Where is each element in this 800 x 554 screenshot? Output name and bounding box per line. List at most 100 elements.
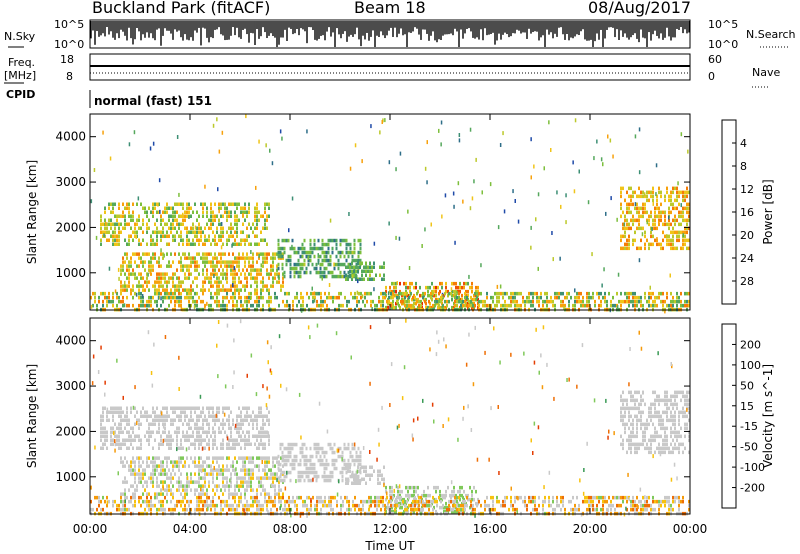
data-cell bbox=[222, 464, 224, 468]
data-cell bbox=[684, 230, 686, 235]
data-cell bbox=[250, 484, 252, 488]
data-cell bbox=[357, 465, 359, 469]
data-cell bbox=[359, 478, 362, 483]
data-cell bbox=[389, 489, 391, 494]
data-cell bbox=[624, 242, 626, 247]
data-cell bbox=[182, 252, 184, 256]
data-cell bbox=[150, 256, 152, 260]
data-cell bbox=[228, 438, 230, 442]
data-cell bbox=[413, 501, 415, 506]
data-cell bbox=[184, 406, 186, 410]
data-cell bbox=[536, 299, 538, 304]
data-cell bbox=[453, 485, 455, 490]
data-cell bbox=[341, 454, 344, 459]
data-cell bbox=[176, 230, 178, 234]
data-cell bbox=[110, 222, 112, 226]
data-cell bbox=[274, 272, 276, 276]
data-cell bbox=[662, 230, 664, 235]
data-cell bbox=[256, 295, 258, 300]
scatter-cell bbox=[232, 283, 234, 288]
data-cell bbox=[214, 422, 216, 426]
data-cell bbox=[353, 446, 356, 451]
data-cell bbox=[178, 488, 180, 492]
data-cell bbox=[120, 264, 122, 268]
data-cell bbox=[192, 238, 194, 242]
data-cell bbox=[244, 446, 246, 450]
data-cell bbox=[166, 418, 168, 422]
data-cell bbox=[132, 295, 134, 300]
data-cell bbox=[204, 260, 206, 264]
data-cell bbox=[134, 291, 136, 296]
data-cell bbox=[488, 507, 490, 512]
data-cell bbox=[446, 303, 448, 308]
data-cell bbox=[124, 438, 126, 442]
data-cell bbox=[344, 495, 346, 500]
data-cell bbox=[252, 468, 254, 472]
data-cell bbox=[654, 218, 656, 223]
data-cell bbox=[188, 484, 190, 488]
data-cell bbox=[510, 291, 512, 296]
data-cell bbox=[417, 305, 419, 310]
data-cell bbox=[339, 254, 342, 259]
data-cell bbox=[140, 446, 142, 450]
data-cell bbox=[686, 202, 688, 207]
data-cell bbox=[462, 507, 464, 512]
data-cell bbox=[256, 456, 258, 460]
data-cell bbox=[656, 214, 658, 219]
data-cell bbox=[484, 503, 486, 508]
data-cell bbox=[644, 210, 646, 215]
data-cell bbox=[220, 456, 222, 460]
data-cell bbox=[456, 295, 458, 300]
data-cell bbox=[306, 503, 308, 508]
data-cell bbox=[358, 503, 360, 508]
data-cell bbox=[178, 234, 180, 238]
data-cell bbox=[492, 499, 494, 504]
data-cell bbox=[284, 291, 286, 296]
data-cell bbox=[206, 442, 208, 446]
data-cell bbox=[564, 295, 566, 300]
data-cell bbox=[448, 507, 450, 512]
data-cell bbox=[404, 507, 406, 512]
data-cell bbox=[238, 426, 240, 430]
data-cell bbox=[405, 289, 407, 294]
data-cell bbox=[194, 406, 196, 410]
data-cell bbox=[230, 264, 232, 268]
data-cell bbox=[678, 238, 680, 243]
data-cell bbox=[293, 270, 296, 275]
data-cell bbox=[186, 484, 188, 488]
data-cell bbox=[423, 293, 425, 298]
data-cell bbox=[319, 458, 322, 463]
data-cell bbox=[172, 222, 174, 226]
data-cell bbox=[260, 442, 262, 446]
data-cell bbox=[170, 499, 172, 504]
scatter-cell bbox=[204, 184, 206, 189]
data-cell bbox=[248, 434, 250, 438]
data-cell bbox=[200, 238, 202, 242]
data-cell bbox=[248, 468, 250, 472]
data-cell bbox=[232, 252, 234, 256]
data-cell bbox=[148, 268, 150, 272]
data-cell bbox=[630, 210, 632, 215]
data-cell bbox=[186, 234, 188, 238]
data-cell bbox=[644, 234, 646, 239]
data-cell bbox=[660, 210, 662, 215]
data-cell bbox=[341, 262, 344, 267]
data-cell bbox=[264, 476, 266, 480]
data-cell bbox=[250, 284, 252, 288]
data-cell bbox=[212, 460, 214, 464]
data-cell bbox=[378, 295, 380, 300]
data-cell bbox=[204, 414, 206, 418]
data-cell bbox=[158, 202, 160, 206]
data-cell bbox=[392, 495, 394, 500]
data-cell bbox=[148, 456, 150, 460]
data-cell bbox=[136, 410, 138, 414]
data-cell bbox=[456, 299, 458, 304]
scatter-cell bbox=[530, 225, 532, 230]
data-cell bbox=[262, 426, 264, 430]
data-cell bbox=[166, 234, 168, 238]
data-cell bbox=[198, 503, 200, 508]
data-cell bbox=[277, 454, 280, 459]
data-cell bbox=[656, 295, 658, 300]
data-cell bbox=[323, 466, 326, 471]
data-cell bbox=[281, 478, 284, 483]
